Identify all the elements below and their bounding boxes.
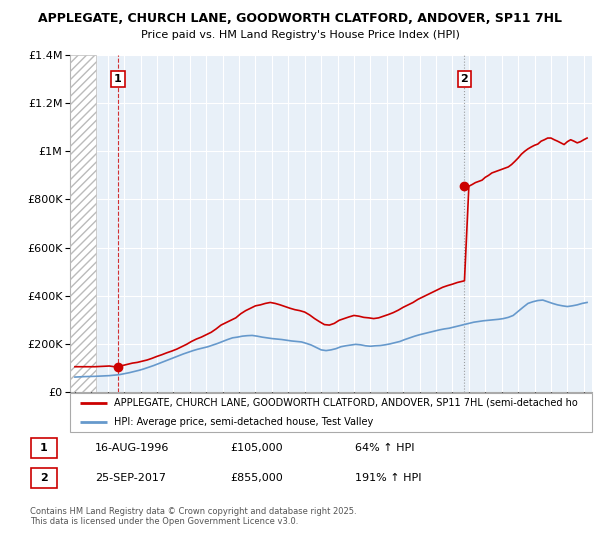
Text: £855,000: £855,000 xyxy=(230,473,283,483)
Text: £105,000: £105,000 xyxy=(230,443,283,453)
Text: 2: 2 xyxy=(40,473,48,483)
Text: APPLEGATE, CHURCH LANE, GOODWORTH CLATFORD, ANDOVER, SP11 7HL: APPLEGATE, CHURCH LANE, GOODWORTH CLATFO… xyxy=(38,12,562,25)
Text: HPI: Average price, semi-detached house, Test Valley: HPI: Average price, semi-detached house,… xyxy=(115,417,374,427)
FancyBboxPatch shape xyxy=(31,437,56,459)
Text: 25-SEP-2017: 25-SEP-2017 xyxy=(95,473,166,483)
Text: 1: 1 xyxy=(40,443,48,453)
Text: 1: 1 xyxy=(114,74,122,84)
Text: APPLEGATE, CHURCH LANE, GOODWORTH CLATFORD, ANDOVER, SP11 7HL (semi-detached ho: APPLEGATE, CHURCH LANE, GOODWORTH CLATFO… xyxy=(115,398,578,408)
FancyBboxPatch shape xyxy=(70,393,592,432)
Bar xyxy=(70,55,96,392)
FancyBboxPatch shape xyxy=(31,468,56,488)
Text: 16-AUG-1996: 16-AUG-1996 xyxy=(95,443,169,453)
Text: 64% ↑ HPI: 64% ↑ HPI xyxy=(355,443,415,453)
Text: 191% ↑ HPI: 191% ↑ HPI xyxy=(355,473,421,483)
Text: Contains HM Land Registry data © Crown copyright and database right 2025.
This d: Contains HM Land Registry data © Crown c… xyxy=(30,507,356,526)
Text: Price paid vs. HM Land Registry's House Price Index (HPI): Price paid vs. HM Land Registry's House … xyxy=(140,30,460,40)
Text: 2: 2 xyxy=(461,74,469,84)
Bar xyxy=(70,55,96,392)
